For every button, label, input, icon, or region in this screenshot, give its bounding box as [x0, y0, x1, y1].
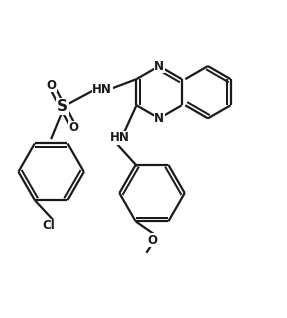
Text: O: O	[147, 233, 157, 246]
Text: O: O	[69, 121, 79, 134]
Text: HN: HN	[109, 131, 129, 144]
Text: Cl: Cl	[42, 219, 55, 232]
Text: O: O	[46, 79, 56, 92]
Text: S: S	[57, 99, 68, 114]
Text: N: N	[154, 112, 164, 125]
Text: HN: HN	[92, 83, 112, 96]
Text: N: N	[154, 59, 164, 73]
